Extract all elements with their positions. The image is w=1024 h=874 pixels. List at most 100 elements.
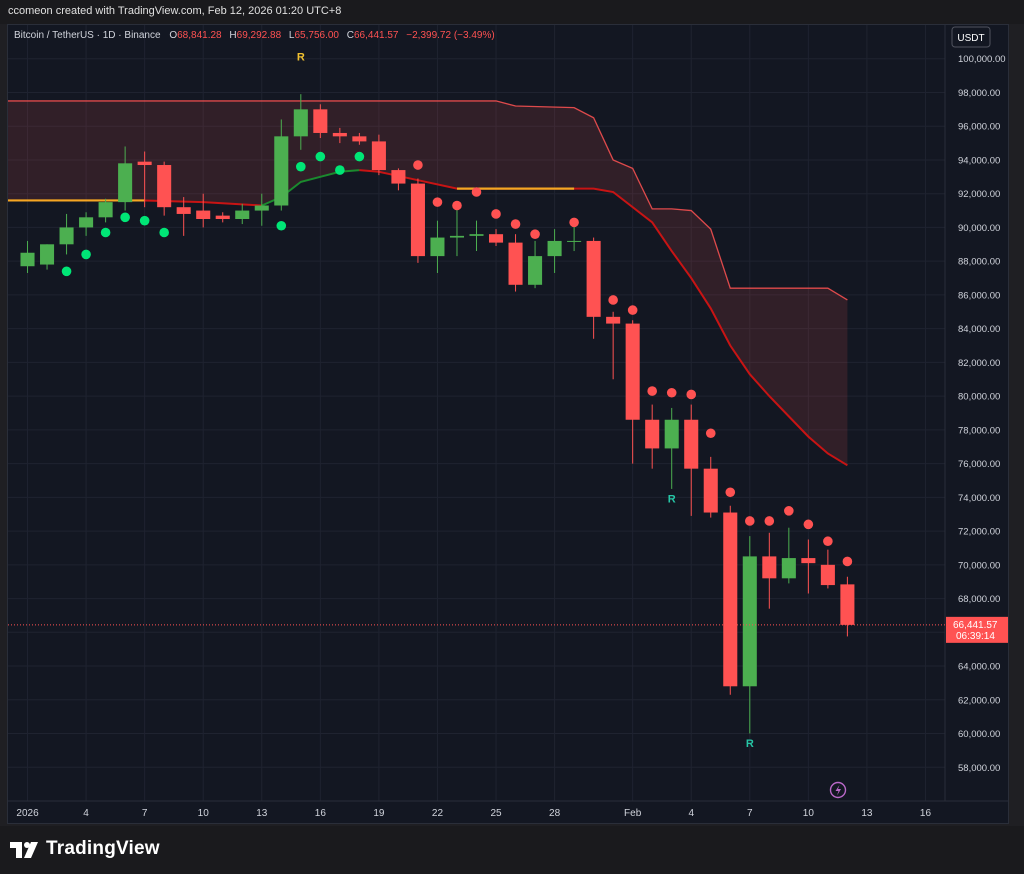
candle — [98, 198, 113, 223]
indicator-dot — [296, 161, 306, 172]
chart-frame[interactable] — [7, 24, 1009, 824]
candle — [645, 404, 660, 469]
candle-body — [664, 419, 679, 449]
time-tick-label: 7 — [747, 808, 753, 819]
credit-text: ccomeon created with TradingView.com, Fe… — [8, 5, 342, 17]
candle-body — [840, 584, 855, 625]
time-tick-label: 16 — [920, 808, 932, 819]
indicator-dot — [510, 219, 521, 229]
candle-body — [293, 109, 308, 137]
candle — [547, 229, 562, 273]
price-tick-label: 98,000.00 — [958, 88, 1000, 99]
time-tick-label: 2026 — [16, 808, 39, 819]
time-tick-label: 7 — [142, 808, 148, 819]
time-tick-label: 4 — [83, 808, 89, 819]
indicator-dot — [686, 389, 697, 400]
candle-body — [742, 556, 757, 687]
candle — [430, 220, 445, 273]
candle — [293, 94, 308, 150]
indicator-dot — [81, 249, 91, 260]
indicator-dot — [666, 387, 677, 398]
time-axis[interactable]: 2026 4 7 10 13 16 19 22 25 28 Feb 4 7 10 13 16 — [16, 808, 931, 819]
candles — [20, 94, 855, 734]
time-tick-label: 28 — [549, 808, 561, 819]
candle-body — [430, 237, 445, 257]
price-tick-label: 78,000.00 — [958, 425, 1000, 436]
indicator-dot — [413, 160, 423, 170]
candle — [488, 229, 504, 246]
band-area — [8, 100, 848, 466]
candle-body — [762, 556, 777, 579]
price-tick-label: 72,000.00 — [958, 527, 1000, 538]
candle — [235, 203, 250, 225]
price-tick-label: 84,000.00 — [958, 324, 1000, 335]
price-tick-label: 90,000.00 — [958, 223, 1000, 234]
currency-label: USDT — [957, 33, 984, 44]
candle-countdown: 06:39:14 — [956, 631, 995, 642]
candle — [840, 576, 855, 637]
price-tick-label: 80,000.00 — [958, 392, 1000, 403]
candle-body — [801, 558, 816, 564]
candle — [352, 132, 367, 145]
grid-lines — [8, 25, 945, 801]
lightning-icon[interactable] — [829, 781, 847, 799]
price-axis[interactable]: 58,000.0060,000.0062,000.0064,000.0066,0… — [958, 54, 1006, 774]
legend-change: −2,399.72 (−3.49%) — [406, 30, 494, 41]
candle — [801, 539, 816, 594]
candle — [215, 212, 230, 223]
candle — [742, 536, 757, 734]
price-tick-label: 68,000.00 — [958, 594, 1000, 605]
price-tick-label: 100,000.00 — [958, 54, 1006, 65]
indicator-dot — [744, 516, 755, 526]
signal-marker: R — [746, 738, 754, 750]
candle-body — [371, 141, 386, 171]
price-chart[interactable]: RRR Bitcoin / TetherUS · 1D · Binance O6… — [0, 0, 1024, 826]
candle — [40, 244, 55, 270]
indicator-dot — [764, 516, 775, 526]
indicator-dot — [705, 428, 716, 439]
time-tick-label: 10 — [198, 808, 210, 819]
time-tick-label: 4 — [688, 808, 694, 819]
price-tick-label: 82,000.00 — [958, 358, 1000, 369]
candle — [79, 212, 94, 236]
candle — [606, 311, 621, 380]
candle-body — [40, 244, 55, 265]
candle — [118, 146, 133, 211]
legend-low-label: L — [289, 30, 295, 41]
price-tick-label: 64,000.00 — [958, 662, 1000, 673]
indicator-dot — [471, 187, 482, 197]
candle-body — [723, 512, 738, 687]
time-tick-label: 19 — [373, 808, 385, 819]
candle-body — [567, 240, 582, 242]
legend-low: 65,756.00 — [294, 30, 339, 41]
candle — [313, 104, 328, 139]
candle-body — [606, 316, 621, 324]
indicator-dot — [647, 386, 657, 396]
candle-body — [274, 136, 289, 206]
candle — [137, 151, 152, 208]
candle — [20, 240, 35, 273]
candle-body — [254, 205, 269, 211]
candle-body — [547, 240, 562, 257]
candle — [723, 505, 738, 695]
indicator-dot — [452, 200, 462, 211]
indicator-dot — [803, 519, 814, 530]
footer-bar: TradingView — [0, 826, 1024, 874]
signal-markers: R R R — [297, 51, 754, 750]
candle-body — [449, 235, 465, 238]
legend-close: 66,441.57 — [354, 30, 399, 41]
price-tick-label: 74,000.00 — [958, 493, 1000, 504]
tradingview-wordmark: TradingView — [46, 838, 160, 859]
tradingview-logo[interactable]: TradingView — [10, 838, 160, 860]
candle — [274, 119, 289, 211]
candle-body — [59, 227, 74, 245]
candle-body — [157, 165, 172, 208]
indicator-dot — [159, 227, 169, 238]
legend-symbol: Bitcoin / TetherUS · 1D · Binance — [14, 30, 161, 41]
candle-body — [98, 202, 113, 218]
candle-body — [820, 564, 835, 586]
currency-button[interactable]: USDT — [951, 26, 991, 48]
candle — [625, 320, 640, 464]
candle-body — [781, 558, 796, 579]
